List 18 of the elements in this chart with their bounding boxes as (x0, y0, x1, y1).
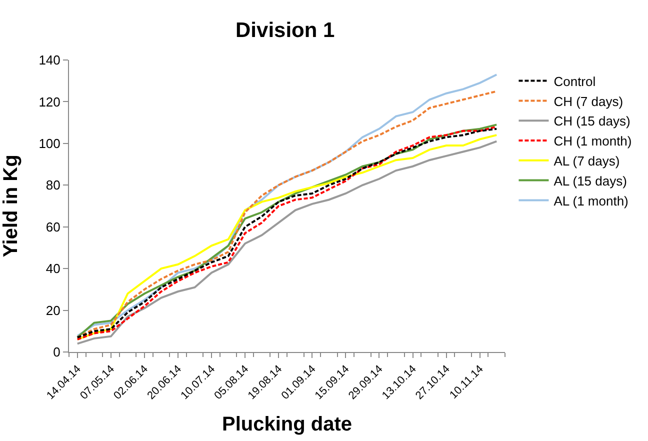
legend-label: CH (1 month) (554, 134, 632, 149)
y-tick-label: 0 (53, 344, 60, 360)
chart-title: Division 1 (236, 18, 336, 42)
legend-label: CH (7 days) (554, 94, 624, 109)
y-tick-label: 100 (38, 136, 60, 151)
y-axis-title: Yield in Kg (0, 154, 22, 258)
x-axis-title: Plucking date (222, 413, 352, 436)
legend-label: AL (7 days) (554, 153, 620, 168)
legend-label: Control (554, 74, 596, 89)
legend-label: AL (1 month) (554, 193, 628, 208)
y-tick-label: 40 (46, 261, 60, 276)
y-tick-label: 60 (46, 219, 60, 234)
y-tick-label: 120 (38, 94, 60, 110)
legend-label: AL (15 days) (554, 173, 627, 188)
y-tick-label: 20 (46, 302, 60, 318)
y-tick-label: 140 (38, 52, 60, 68)
legend-label: CH (15 days) (554, 114, 630, 129)
y-tick-label: 80 (46, 178, 60, 193)
